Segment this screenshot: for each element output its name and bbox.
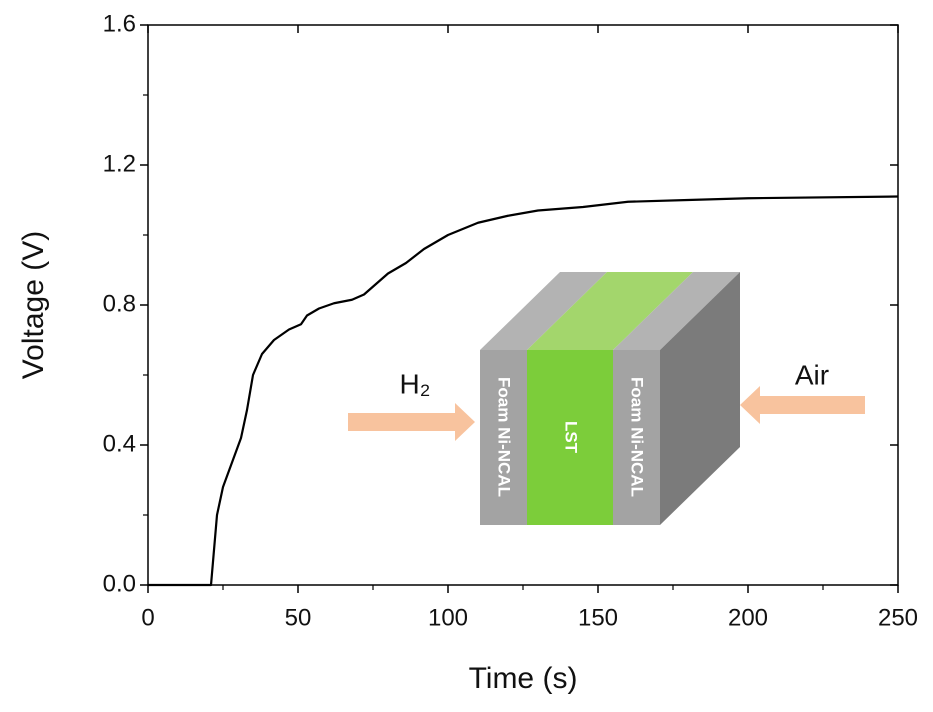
left-gas-label: H₂ bbox=[399, 368, 430, 399]
front-right-layer bbox=[613, 350, 660, 525]
x-tick-label: 150 bbox=[578, 604, 618, 631]
x-tick-label: 0 bbox=[141, 604, 154, 631]
inset-diagram: H₂ Air Foam Ni-NCAL LST Foam Ni-NCAL bbox=[348, 272, 865, 525]
x-axis-title: Time (s) bbox=[469, 662, 578, 695]
line-series bbox=[148, 195, 899, 587]
front-middle-layer bbox=[527, 350, 613, 525]
x-tick-label: 100 bbox=[428, 604, 468, 631]
y-tick-label: 1.2 bbox=[103, 150, 136, 177]
x-tick-label: 50 bbox=[285, 604, 312, 631]
left-layer-label: Foam Ni-NCAL bbox=[495, 377, 514, 497]
right-layer-label: Foam Ni-NCAL bbox=[628, 377, 647, 497]
x-tick-label: 250 bbox=[878, 604, 918, 631]
top-left-layer bbox=[480, 272, 607, 350]
y-tick-label: 0.8 bbox=[103, 290, 136, 317]
left-arrow bbox=[348, 403, 475, 441]
x-tick-label: 200 bbox=[728, 604, 768, 631]
top-right-layer bbox=[613, 272, 740, 350]
front-left-layer bbox=[480, 350, 527, 525]
side-face bbox=[660, 272, 740, 525]
y-tick-label: 0.4 bbox=[103, 430, 136, 457]
top-middle-layer bbox=[527, 272, 693, 350]
right-gas-label: Air bbox=[795, 359, 829, 390]
y-axis-title: Voltage (V) bbox=[17, 231, 50, 379]
y-tick-label: 0.0 bbox=[103, 570, 136, 597]
middle-layer-label: LST bbox=[562, 421, 581, 454]
y-tick-label: 1.6 bbox=[103, 10, 136, 37]
right-arrow bbox=[740, 386, 865, 424]
